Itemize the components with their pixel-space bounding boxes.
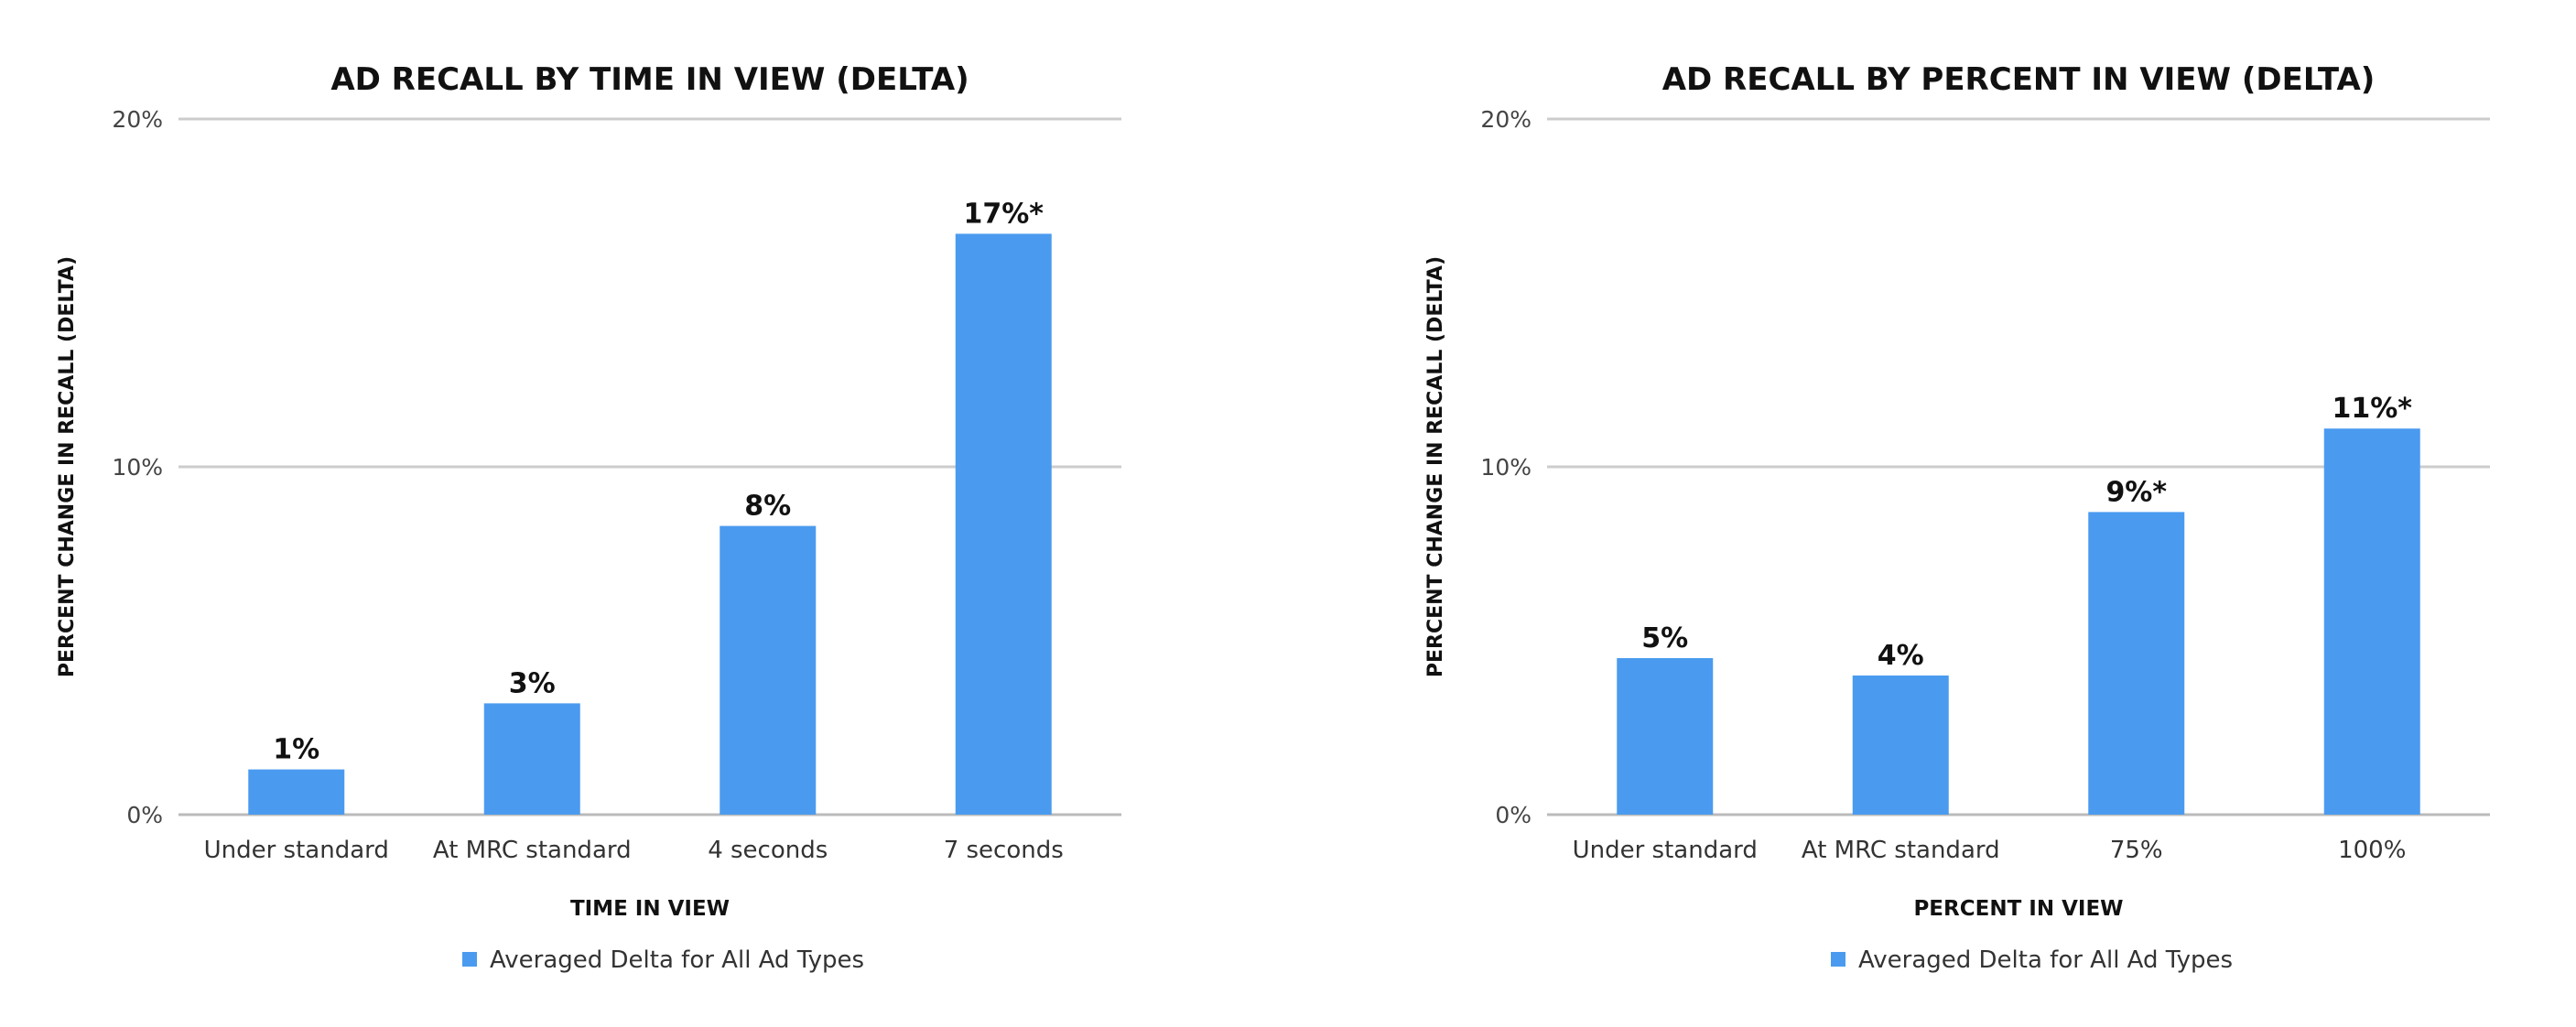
x-tick-label: Under standard <box>204 837 389 864</box>
chart-svg-percent-in-view: AD RECALL BY PERCENT IN VIEW (DELTA) 0% 10… <box>1424 61 2490 974</box>
y-axis-label: PERCENT CHANGE IN RECALL (DELTA) <box>56 256 79 677</box>
y-tick-label: 0% <box>126 802 163 828</box>
bar <box>2088 512 2185 815</box>
legend-swatch <box>462 952 477 967</box>
chart-panel-percent-in-view: AD RECALL BY PERCENT IN VIEW (DELTA) 0% 10… <box>1369 0 2576 1027</box>
x-axis-label: PERCENT IN VIEW <box>1913 897 2123 921</box>
legend-swatch <box>1831 952 1845 967</box>
data-label: 4% <box>1878 640 1924 672</box>
data-label: 5% <box>1641 622 1688 654</box>
bar <box>483 703 580 815</box>
legend: Averaged Delta for All Ad Types <box>1831 946 2233 974</box>
data-label: 1% <box>273 734 319 766</box>
data-label: 9%* <box>2105 476 2167 508</box>
bar <box>2323 428 2420 815</box>
x-tick-label: At MRC standard <box>433 837 632 864</box>
data-label: 17%* <box>964 198 1044 230</box>
y-axis-label: PERCENT CHANGE IN RECALL (DELTA) <box>1424 256 1447 677</box>
x-tick-label: Under standard <box>1573 837 1758 864</box>
x-tick-label: 7 seconds <box>944 837 1064 864</box>
y-tick-label: 20% <box>112 106 163 133</box>
x-tick-label: 100% <box>2338 837 2406 864</box>
bar <box>1617 658 1714 815</box>
y-tick-label: 10% <box>112 454 163 481</box>
y-tick-label: 20% <box>1480 106 1532 133</box>
bar <box>955 233 1052 815</box>
legend-label: Averaged Delta for All Ad Types <box>1858 946 2233 974</box>
x-tick-label: 75% <box>2110 837 2163 864</box>
legend-label: Averaged Delta for All Ad Types <box>490 946 864 974</box>
bar <box>720 525 817 815</box>
chart-title: AD RECALL BY TIME IN VIEW (DELTA) <box>330 61 969 98</box>
bar <box>1852 676 1949 815</box>
bar <box>248 769 345 815</box>
x-tick-label: 4 seconds <box>708 837 828 864</box>
x-tick-label: At MRC standard <box>1802 837 2000 864</box>
chart-svg-time-in-view: AD RECALL BY TIME IN VIEW (DELTA) 0% 10% 20… <box>56 61 1121 974</box>
x-axis-label: TIME IN VIEW <box>570 897 730 921</box>
y-tick-label: 0% <box>1495 802 1532 828</box>
chart-panel-time-in-view: AD RECALL BY TIME IN VIEW (DELTA) 0% 10% 20… <box>56 61 1121 974</box>
data-label: 8% <box>744 491 791 523</box>
legend: Averaged Delta for All Ad Types <box>462 946 864 974</box>
data-label: 3% <box>509 667 556 699</box>
data-label: 11%* <box>2332 393 2413 425</box>
y-tick-label: 10% <box>1480 454 1532 481</box>
chart-title: AD RECALL BY PERCENT IN VIEW (DELTA) <box>1662 61 2376 98</box>
